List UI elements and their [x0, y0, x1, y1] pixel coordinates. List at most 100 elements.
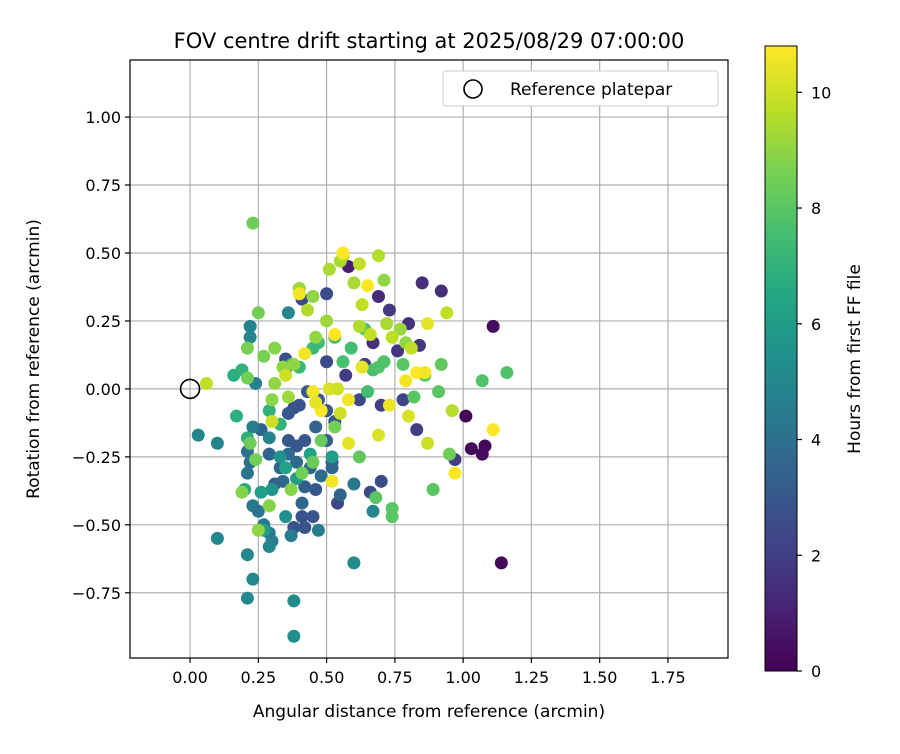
data-point [464, 442, 478, 456]
data-point [240, 466, 254, 480]
data-point [311, 523, 325, 537]
data-point [265, 482, 279, 496]
data-point [262, 431, 276, 445]
colorbar-tick-label: 10 [811, 83, 831, 102]
x-tick-label: 1.00 [445, 668, 481, 687]
data-point [287, 357, 301, 371]
data-point [210, 436, 224, 450]
data-point [361, 279, 375, 293]
data-point [344, 341, 358, 355]
data-point [440, 306, 454, 320]
data-point [249, 453, 263, 467]
legend-entry-label: Reference platepar [510, 80, 672, 100]
y-tick-label: 0.50 [85, 244, 121, 263]
data-point [265, 415, 279, 429]
colorbar-tick-label: 8 [811, 199, 821, 218]
reference-platepar-marker [179, 378, 201, 400]
data-point [355, 360, 369, 374]
data-point [434, 357, 448, 371]
data-point [281, 390, 295, 404]
data-point [295, 496, 309, 510]
y-tick-label: 1.00 [85, 108, 121, 127]
data-point [295, 510, 309, 524]
data-point [374, 474, 388, 488]
data-point [369, 491, 383, 505]
data-point [325, 461, 339, 475]
data-point [475, 447, 489, 461]
data-point [402, 409, 416, 423]
data-point [281, 306, 295, 320]
data-point [328, 420, 342, 434]
data-point [320, 287, 334, 301]
data-point [426, 482, 440, 496]
data-point [246, 216, 260, 230]
data-point [251, 504, 265, 518]
data-point [399, 374, 413, 388]
data-point [287, 594, 301, 608]
data-point [262, 540, 276, 554]
data-point [281, 406, 295, 420]
data-point [393, 322, 407, 336]
data-point [494, 556, 508, 570]
x-tick-label: 1.50 [582, 668, 618, 687]
y-tick-label: −0.50 [72, 516, 121, 535]
data-point [380, 317, 394, 331]
data-point [325, 450, 339, 464]
data-point [459, 409, 473, 423]
data-point [309, 482, 323, 496]
data-point [279, 510, 293, 524]
data-point [500, 366, 514, 380]
data-point [336, 246, 350, 260]
data-point [445, 404, 459, 418]
data-point [257, 349, 271, 363]
chart-title: FOV centre drift starting at 2025/08/29 … [174, 29, 685, 53]
colorbar-tick-label: 4 [811, 431, 821, 450]
data-point [199, 376, 213, 390]
data-point [347, 556, 361, 570]
data-point [292, 287, 306, 301]
y-tick-label: 0.25 [85, 312, 121, 331]
data-point [298, 347, 312, 361]
colorbar-label: Hours from first FF file [845, 264, 865, 454]
x-tick-label: 0.25 [241, 668, 277, 687]
data-point [287, 629, 301, 643]
data-point [262, 499, 276, 513]
data-point [341, 393, 355, 407]
data-point [251, 523, 265, 537]
data-point [486, 423, 500, 437]
data-point [298, 434, 312, 448]
data-point [273, 450, 287, 464]
data-point [268, 341, 282, 355]
data-point [404, 341, 418, 355]
data-point [339, 368, 353, 382]
data-point [246, 420, 260, 434]
data-point [377, 355, 391, 369]
data-point [300, 303, 314, 317]
data-point [314, 469, 328, 483]
data-point [240, 591, 254, 605]
data-point [284, 482, 298, 496]
colorbar-ticks: 0 2 4 6 8 10 [797, 83, 831, 681]
y-tick-label: 0.00 [85, 380, 121, 399]
data-point [276, 474, 290, 488]
data-point [254, 485, 268, 499]
data-point [382, 398, 396, 412]
colorbar-tick-label: 2 [811, 546, 821, 565]
data-point [328, 328, 342, 342]
data-point [325, 474, 339, 488]
data-point [341, 436, 355, 450]
data-point [333, 488, 347, 502]
data-point [418, 366, 432, 380]
y-tick-label: −0.25 [72, 448, 121, 467]
data-point [377, 273, 391, 287]
data-point [279, 461, 293, 475]
data-point [355, 298, 369, 312]
data-point [246, 572, 260, 586]
data-point [292, 398, 306, 412]
data-point [240, 341, 254, 355]
data-point [391, 344, 405, 358]
grid-lines [130, 60, 728, 658]
data-point [240, 548, 254, 562]
data-point [363, 328, 377, 342]
